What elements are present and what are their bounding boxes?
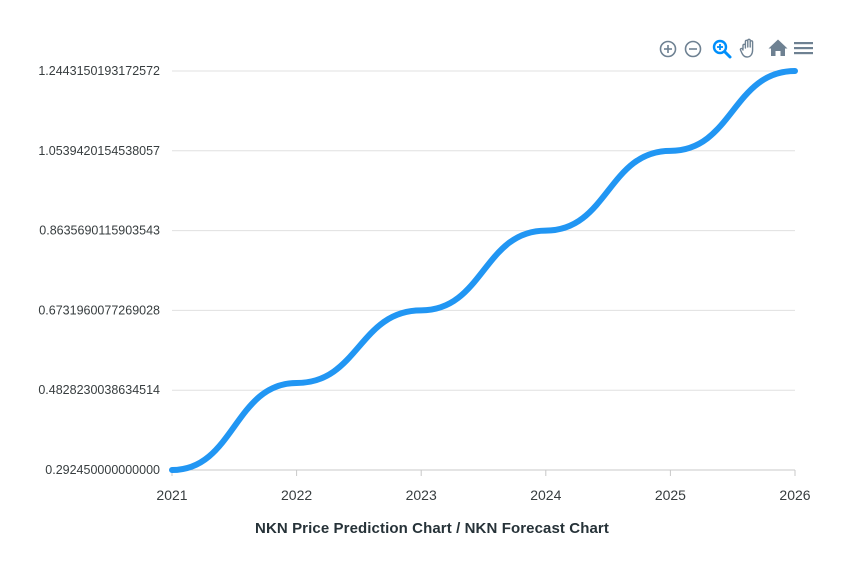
y-tick-label: 0.292450000000000 — [45, 463, 160, 477]
reset-zoom-button[interactable] — [766, 36, 790, 60]
selection-zoom-button[interactable] — [709, 36, 733, 60]
zoom-in-icon — [659, 40, 677, 58]
pan-button[interactable] — [737, 36, 761, 60]
y-tick-label: 0.8635690115903543 — [39, 224, 160, 238]
series-line — [169, 68, 798, 473]
selection-zoom-icon — [712, 39, 732, 59]
x-axis-tick-labels: 2021 2022 2023 2024 2025 2026 — [156, 487, 810, 503]
x-tick-label: 2021 — [156, 487, 187, 503]
x-tick-label: 2023 — [406, 487, 437, 503]
x-tick-label: 2026 — [779, 487, 810, 503]
reset-home-icon — [768, 39, 788, 56]
y-tick-label: 1.2443150193172572 — [38, 64, 160, 78]
y-tick-label: 1.0539420154538057 — [38, 144, 160, 158]
x-tick-label: 2022 — [281, 487, 312, 503]
y-tick-label: 0.6731960077269028 — [38, 303, 160, 317]
menu-icon — [794, 42, 813, 55]
zoom-in-button[interactable] — [655, 36, 679, 60]
x-tick-label: 2025 — [655, 487, 686, 503]
x-tick-label: 2024 — [530, 487, 561, 503]
y-tick-label: 0.4828230038634514 — [38, 383, 160, 397]
axes — [171, 469, 796, 476]
chart-menu-button[interactable] — [791, 36, 815, 60]
pan-hand-icon — [739, 38, 754, 58]
series-layer — [169, 68, 798, 473]
chart-title: NKN Price Prediction Chart / NKN Forecas… — [255, 520, 609, 537]
y-axis-tick-labels: 0.292450000000000 0.4828230038634514 0.673… — [38, 64, 160, 477]
zoom-out-button[interactable] — [680, 36, 704, 60]
zoom-out-icon — [684, 40, 702, 58]
